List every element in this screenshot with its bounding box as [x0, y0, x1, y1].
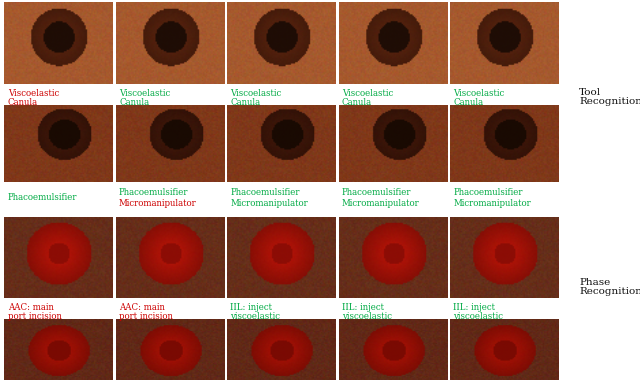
- Text: Phacoemulsifier: Phacoemulsifier: [342, 188, 412, 197]
- Text: IIL: inject: IIL: inject: [453, 303, 495, 312]
- Text: AAC: main: AAC: main: [119, 303, 165, 312]
- Text: Canula: Canula: [8, 98, 38, 107]
- Text: Phacoemulsifier: Phacoemulsifier: [119, 188, 189, 197]
- Text: Recognition: Recognition: [579, 287, 640, 296]
- Text: Phacoemulsifier: Phacoemulsifier: [453, 188, 523, 197]
- Text: Viscoelastic: Viscoelastic: [342, 89, 393, 98]
- Text: Tool: Tool: [579, 88, 602, 97]
- Text: IIL: inject: IIL: inject: [342, 303, 384, 312]
- Text: Viscoelastic: Viscoelastic: [8, 89, 59, 98]
- Text: viscoelastic: viscoelastic: [453, 312, 503, 321]
- Text: Canula: Canula: [230, 98, 260, 107]
- Text: port incision: port incision: [119, 312, 173, 321]
- Text: Micromanipulator: Micromanipulator: [453, 199, 531, 208]
- Text: Phacoemulsifier: Phacoemulsifier: [230, 188, 300, 197]
- Text: Micromanipulator: Micromanipulator: [342, 199, 419, 208]
- Text: port incision: port incision: [8, 312, 61, 321]
- Text: viscoelastic: viscoelastic: [342, 312, 392, 321]
- Text: Phase: Phase: [579, 278, 611, 287]
- Text: Viscoelastic: Viscoelastic: [230, 89, 282, 98]
- Text: Recognition: Recognition: [579, 97, 640, 106]
- Text: AAC: main: AAC: main: [8, 303, 54, 312]
- Text: Phacoemulsifier: Phacoemulsifier: [8, 193, 77, 202]
- Text: Canula: Canula: [342, 98, 372, 107]
- Text: Viscoelastic: Viscoelastic: [453, 89, 504, 98]
- Text: IIL: inject: IIL: inject: [230, 303, 273, 312]
- Text: Canula: Canula: [453, 98, 483, 107]
- Text: Canula: Canula: [119, 98, 149, 107]
- Text: Micromanipulator: Micromanipulator: [230, 199, 308, 208]
- Text: viscoelastic: viscoelastic: [230, 312, 280, 321]
- Text: Viscoelastic: Viscoelastic: [119, 89, 170, 98]
- Text: Micromanipulator: Micromanipulator: [119, 199, 196, 208]
